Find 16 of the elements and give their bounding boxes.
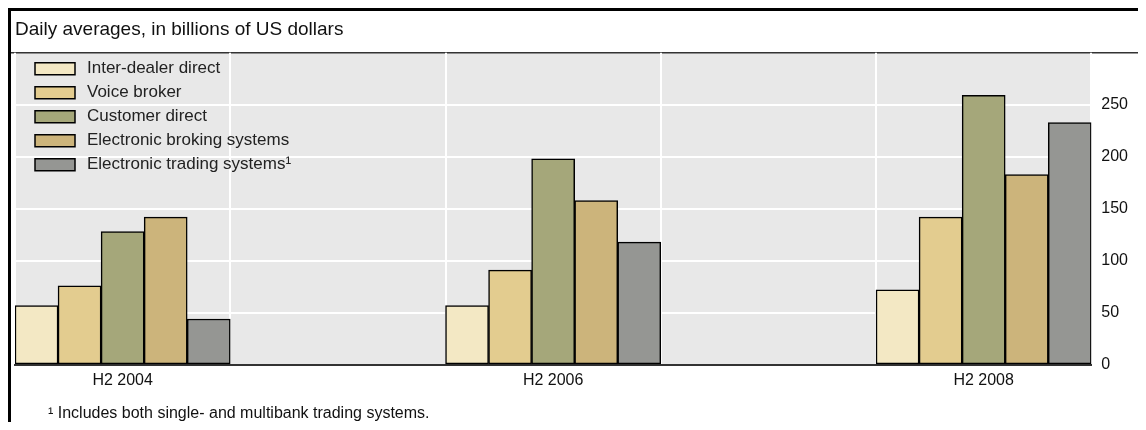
y-tick-label: 0 <box>1101 355 1111 373</box>
y-tick-label: 200 <box>1101 147 1129 165</box>
y-tick-label: 100 <box>1101 251 1129 269</box>
y-tick-label: 50 <box>1101 303 1120 321</box>
y-tick-label: 250 <box>1101 95 1129 113</box>
chart-title: Daily averages, in billions of US dollars <box>15 17 344 39</box>
legend-label: Electronic broking systems <box>87 130 290 150</box>
x-tick-label: H2 2006 <box>522 370 584 388</box>
legend-label: Voice broker <box>87 82 182 102</box>
legend-label: Customer direct <box>87 106 208 126</box>
legend-label: Electronic trading systems¹ <box>87 154 292 174</box>
legend-label: Inter-dealer direct <box>87 58 221 78</box>
text: ¹ Includes both single- and multibank trading systems. <box>48 404 430 421</box>
x-tick-label: H2 2004 <box>92 370 153 388</box>
y-tick-label: 150 <box>1101 199 1129 217</box>
x-tick-label: H2 2008 <box>953 370 1015 388</box>
